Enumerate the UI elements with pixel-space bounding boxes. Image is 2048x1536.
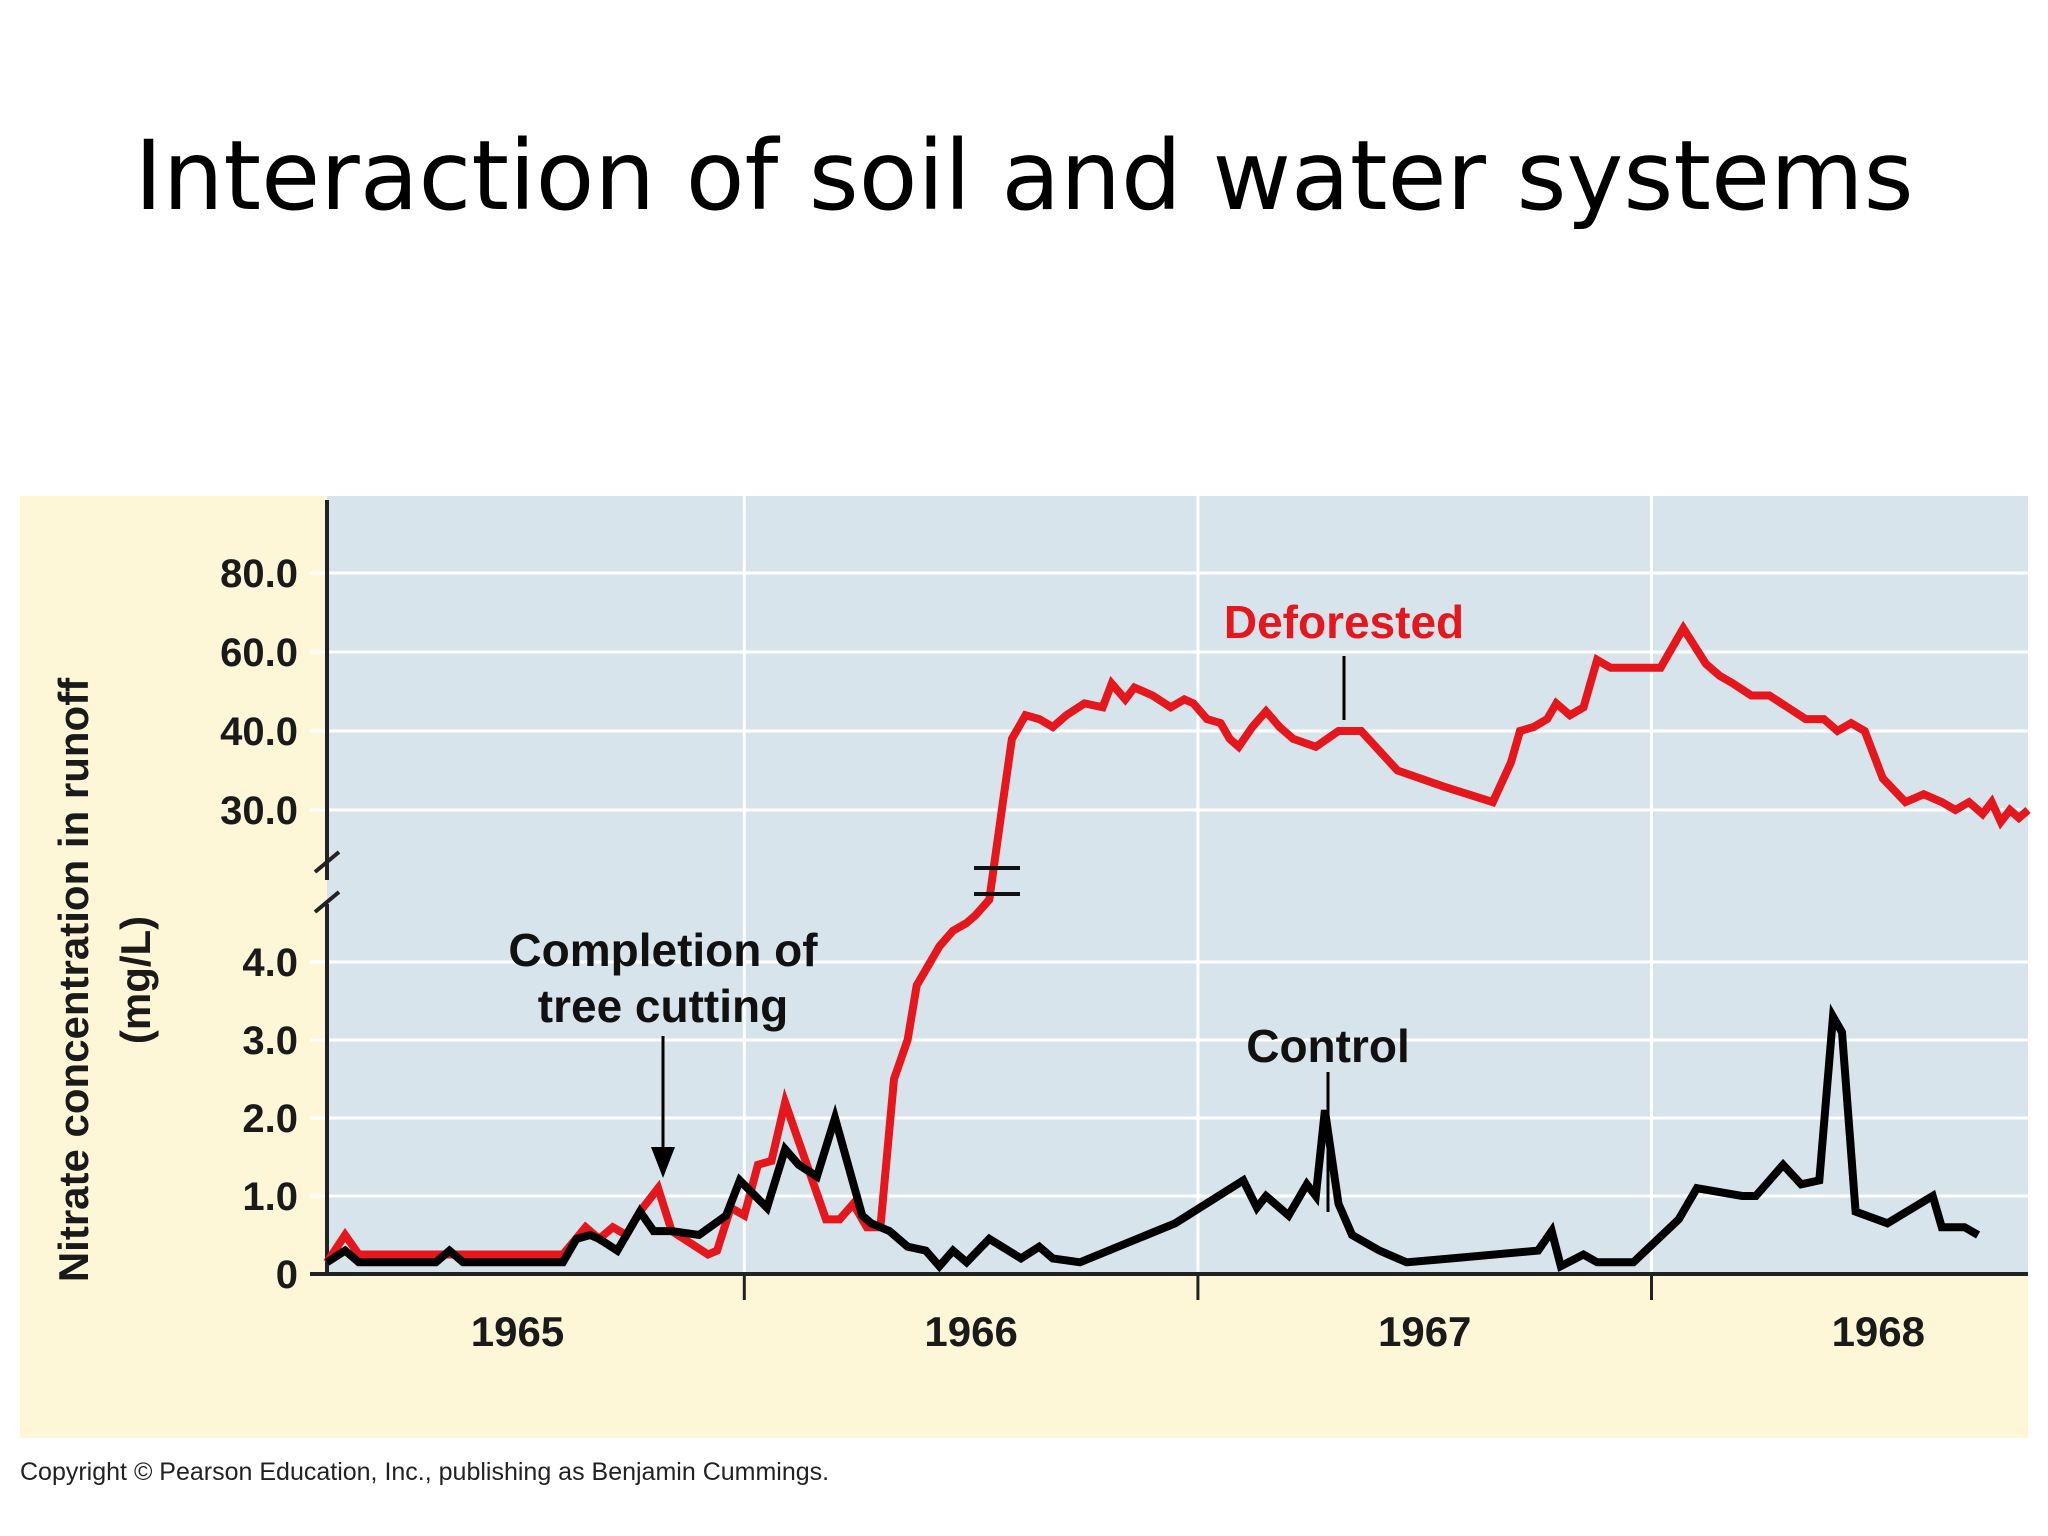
series-line-control xyxy=(324,1003,1981,1273)
axis-break-mark xyxy=(313,850,341,874)
y-axis-unit: (mg/L) xyxy=(112,916,159,1044)
y-tick-label: 3.0 xyxy=(242,1019,298,1063)
tree-cutting-annotation-line1: Completion of xyxy=(508,924,818,976)
y-tick-label: 80.0 xyxy=(220,552,298,596)
y-tick-label: 2.0 xyxy=(242,1097,298,1141)
y-tick-label: 40.0 xyxy=(220,710,298,754)
copyright-notice: Copyright © Pearson Education, Inc., pub… xyxy=(20,1458,830,1486)
x-tick-label: 1967 xyxy=(1378,1308,1471,1355)
y-tick-label: 30.0 xyxy=(220,789,298,833)
y-tick-label: 1.0 xyxy=(242,1175,298,1219)
slide-title: Interaction of soil and water systems xyxy=(134,120,1914,232)
control-annotation: Control xyxy=(1246,1020,1410,1072)
x-tick-label: 1966 xyxy=(924,1308,1017,1355)
tree-cutting-arrow xyxy=(651,1036,675,1178)
grid-layer xyxy=(310,496,2028,1274)
y-axis-label: Nitrate concentration in runoff xyxy=(50,677,97,1282)
axis-break-mark xyxy=(313,890,341,914)
x-tick-label: 1965 xyxy=(471,1308,564,1355)
deforested-annotation: Deforested xyxy=(1224,596,1464,648)
series-line-deforested xyxy=(323,620,2031,1265)
labels-layer: Nitrate concentration in runoff (mg/L) C… xyxy=(50,596,1464,1282)
chart-backgrounds xyxy=(20,496,2028,1438)
x-tick-label: 1968 xyxy=(1832,1308,1925,1355)
plot-background xyxy=(327,496,2028,1274)
tree-cutting-annotation-line2: tree cutting xyxy=(538,980,788,1032)
series-layer xyxy=(323,620,2031,1273)
axes-layer: 0 1.0 2.0 3.0 4.0 30.0 40.0 60.0 80.0 1965 1966 196… xyxy=(220,500,2028,1355)
y-tick-label: 4.0 xyxy=(242,941,298,985)
y-tick-label: 0 xyxy=(276,1253,298,1297)
y-tick-label: 60.0 xyxy=(220,631,298,675)
